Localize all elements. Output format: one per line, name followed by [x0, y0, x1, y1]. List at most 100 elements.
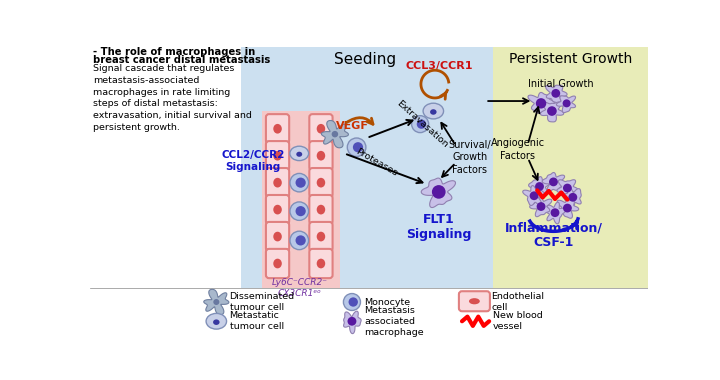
Ellipse shape [274, 232, 282, 241]
Polygon shape [542, 173, 564, 192]
Ellipse shape [213, 320, 220, 325]
Ellipse shape [423, 103, 444, 119]
Circle shape [563, 184, 572, 192]
Text: Signal cascade that regulates
metastasis-associated
macrophages in rate limiting: Signal cascade that regulates metastasis… [93, 64, 252, 132]
Text: Angiogenic
Factors: Angiogenic Factors [491, 138, 545, 161]
Ellipse shape [469, 298, 480, 304]
Circle shape [290, 231, 309, 250]
Circle shape [290, 173, 309, 192]
Text: Initial Growth: Initial Growth [528, 79, 593, 89]
Text: VEGF: VEGF [336, 122, 369, 131]
Text: - The role of macrophages in: - The role of macrophages in [93, 47, 256, 57]
Polygon shape [528, 177, 551, 196]
Circle shape [536, 98, 546, 109]
Bar [493, 47, 648, 288]
Bar [262, 111, 340, 288]
Ellipse shape [317, 205, 325, 214]
Polygon shape [528, 92, 554, 115]
Polygon shape [343, 311, 361, 334]
Polygon shape [557, 200, 579, 218]
Text: New blood
vessel: New blood vessel [493, 311, 543, 331]
FancyBboxPatch shape [266, 222, 289, 251]
Ellipse shape [290, 146, 309, 161]
Ellipse shape [274, 124, 282, 134]
Circle shape [417, 119, 426, 129]
Circle shape [290, 202, 309, 220]
Circle shape [412, 116, 428, 133]
FancyBboxPatch shape [266, 249, 289, 278]
Text: Monocyte: Monocyte [364, 298, 410, 307]
Circle shape [347, 138, 366, 157]
FancyBboxPatch shape [310, 195, 333, 224]
Text: CCL2/CCR2
Signaling: CCL2/CCR2 Signaling [221, 150, 284, 172]
Polygon shape [204, 289, 229, 315]
FancyBboxPatch shape [266, 114, 289, 143]
Polygon shape [563, 187, 581, 209]
Text: Endothelial
cell: Endothelial cell [492, 292, 544, 312]
Text: Metastasis
associated
macrophage: Metastasis associated macrophage [364, 306, 424, 337]
FancyBboxPatch shape [310, 222, 333, 251]
Ellipse shape [296, 152, 302, 157]
Ellipse shape [317, 259, 325, 268]
Text: Extravasation: Extravasation [395, 99, 449, 149]
Text: breast cancer distal metastasis: breast cancer distal metastasis [93, 55, 270, 65]
Circle shape [536, 202, 546, 211]
Polygon shape [523, 185, 544, 206]
Ellipse shape [274, 151, 282, 161]
Circle shape [343, 293, 361, 310]
Circle shape [213, 299, 220, 305]
FancyBboxPatch shape [266, 141, 289, 170]
Text: Metastatic
tumour cell: Metastatic tumour cell [230, 311, 284, 331]
FancyBboxPatch shape [266, 168, 289, 197]
Circle shape [562, 99, 571, 108]
Ellipse shape [317, 124, 325, 134]
Ellipse shape [430, 109, 436, 115]
FancyBboxPatch shape [459, 291, 490, 311]
Circle shape [295, 206, 306, 216]
Circle shape [353, 142, 363, 152]
Polygon shape [546, 85, 567, 104]
Ellipse shape [274, 205, 282, 214]
Text: Ly6C⁻CCR2⁻
CX3CR1ᵉᵒ: Ly6C⁻CCR2⁻ CX3CR1ᵉᵒ [271, 278, 328, 298]
Circle shape [551, 208, 559, 217]
Ellipse shape [317, 178, 325, 187]
Ellipse shape [274, 178, 282, 187]
Circle shape [295, 177, 306, 188]
Text: Inflammation/
CSF-1: Inflammation/ CSF-1 [505, 221, 603, 249]
Circle shape [348, 298, 358, 307]
Text: Disseminated
tumour cell: Disseminated tumour cell [230, 292, 294, 312]
Circle shape [295, 235, 306, 245]
Circle shape [568, 193, 577, 202]
Polygon shape [421, 178, 456, 207]
Circle shape [563, 204, 572, 212]
Circle shape [535, 182, 544, 191]
Ellipse shape [317, 151, 325, 161]
Circle shape [552, 89, 560, 98]
Bar [241, 47, 493, 288]
Polygon shape [530, 198, 552, 217]
FancyBboxPatch shape [310, 249, 333, 278]
Polygon shape [557, 180, 578, 198]
FancyBboxPatch shape [266, 195, 289, 224]
Polygon shape [541, 102, 564, 122]
FancyBboxPatch shape [310, 141, 333, 170]
Ellipse shape [317, 232, 325, 241]
Polygon shape [321, 120, 348, 148]
Text: CCL3/CCR1: CCL3/CCR1 [405, 61, 472, 71]
Polygon shape [557, 96, 575, 112]
Circle shape [530, 192, 539, 200]
Text: Seeding: Seeding [334, 52, 396, 67]
FancyBboxPatch shape [310, 168, 333, 197]
Text: Persistent Growth: Persistent Growth [509, 52, 632, 66]
Ellipse shape [206, 314, 227, 329]
Circle shape [432, 185, 446, 199]
Text: Proteases: Proteases [354, 147, 399, 178]
Circle shape [348, 317, 356, 326]
Circle shape [547, 106, 557, 116]
Ellipse shape [274, 259, 282, 268]
Circle shape [332, 131, 338, 138]
FancyBboxPatch shape [310, 114, 333, 143]
Text: Survival/
Growth
Factors: Survival/ Growth Factors [449, 140, 491, 175]
Polygon shape [546, 202, 566, 224]
Circle shape [549, 177, 558, 186]
